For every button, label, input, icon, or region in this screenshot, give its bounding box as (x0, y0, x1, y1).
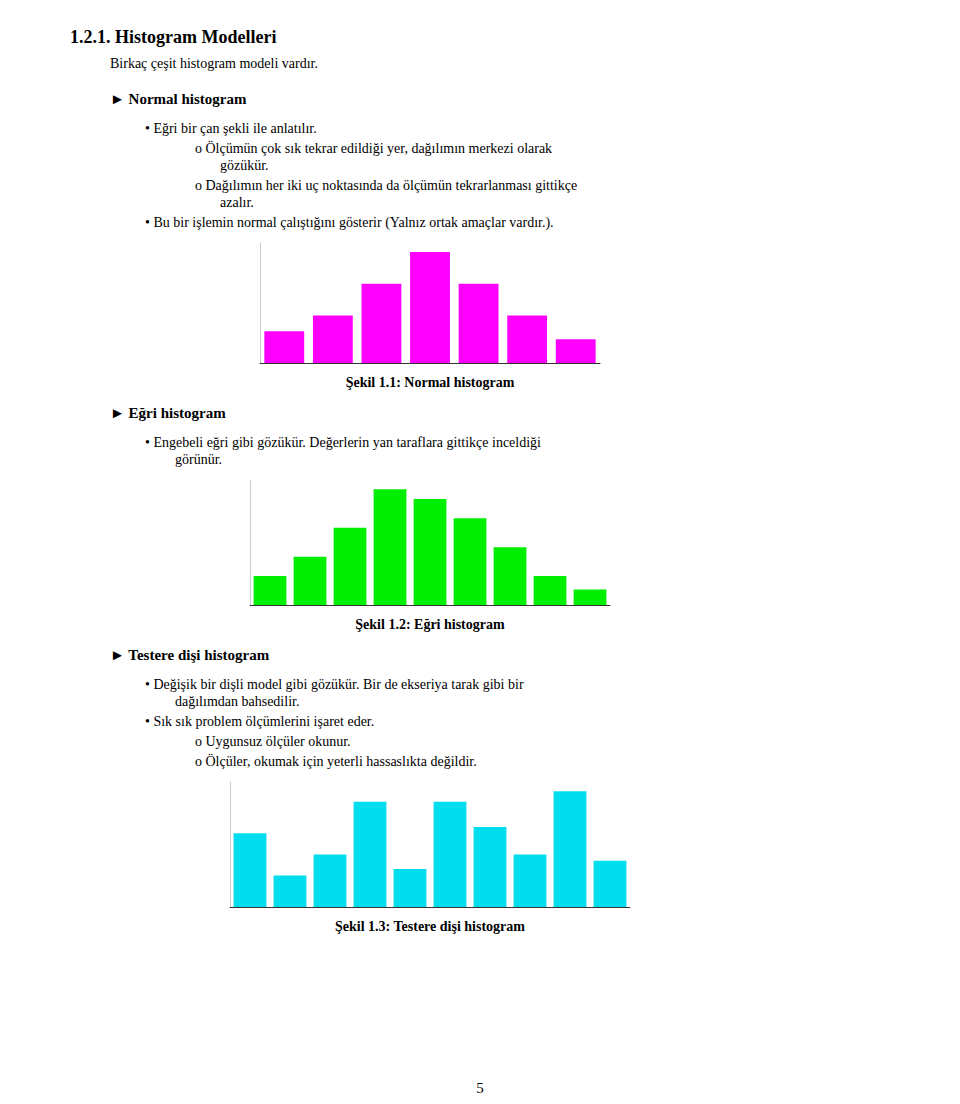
svg-text:Şekil 1.3: Testere dişi histog: Şekil 1.3: Testere dişi histogram (335, 919, 525, 934)
svg-text:gözükür.: gözükür. (220, 158, 269, 173)
svg-text:o Ölçüler, okumak için yeterli: o Ölçüler, okumak için yeterli hassaslık… (195, 753, 477, 769)
svg-text:• Değişik bir dişli model gibi: • Değişik bir dişli model gibi gözükür. … (145, 677, 524, 692)
svg-text:• Eğri bir çan şekli ile anlat: • Eğri bir çan şekli ile anlatılır. (145, 121, 317, 136)
svg-text:Şekil 1.1: Normal histogram: Şekil 1.1: Normal histogram (346, 375, 515, 390)
svg-text:Birkaç çeşit histogram modeli: Birkaç çeşit histogram modeli vardır. (110, 56, 318, 71)
svg-text:► Eğri histogram: ► Eğri histogram (110, 405, 226, 421)
svg-text:5: 5 (476, 1080, 484, 1096)
svg-text:► Normal histogram: ► Normal histogram (110, 91, 247, 107)
svg-text:o Uygunsuz ölçüler okunur.: o Uygunsuz ölçüler okunur. (195, 734, 351, 749)
svg-text:• Engebeli eğri gibi gözükür.: • Engebeli eğri gibi gözükür. Değerlerin… (145, 435, 541, 450)
svg-text:görünür.: görünür. (175, 452, 222, 467)
svg-text:Şekil 1.2: Eğri histogram: Şekil 1.2: Eğri histogram (355, 617, 505, 632)
svg-text:dağılımdan bahsedilir.: dağılımdan bahsedilir. (175, 694, 299, 709)
svg-text:o Ölçümün çok sık tekrar edild: o Ölçümün çok sık tekrar edildiği yer, d… (195, 140, 552, 156)
svg-text:o Dağılımın her iki uç noktası: o Dağılımın her iki uç noktasında da ölç… (195, 178, 577, 193)
svg-text:1.2.1. Histogram Modelleri: 1.2.1. Histogram Modelleri (70, 27, 276, 47)
svg-text:azalır.: azalır. (220, 195, 254, 210)
svg-text:• Sık sık problem ölçümlerini: • Sık sık problem ölçümlerini işaret ede… (145, 714, 374, 729)
svg-text:• Bu bir işlemin normal çalışt: • Bu bir işlemin normal çalıştığını göst… (145, 215, 554, 231)
svg-text:► Testere dişi histogram: ► Testere dişi histogram (110, 647, 270, 663)
